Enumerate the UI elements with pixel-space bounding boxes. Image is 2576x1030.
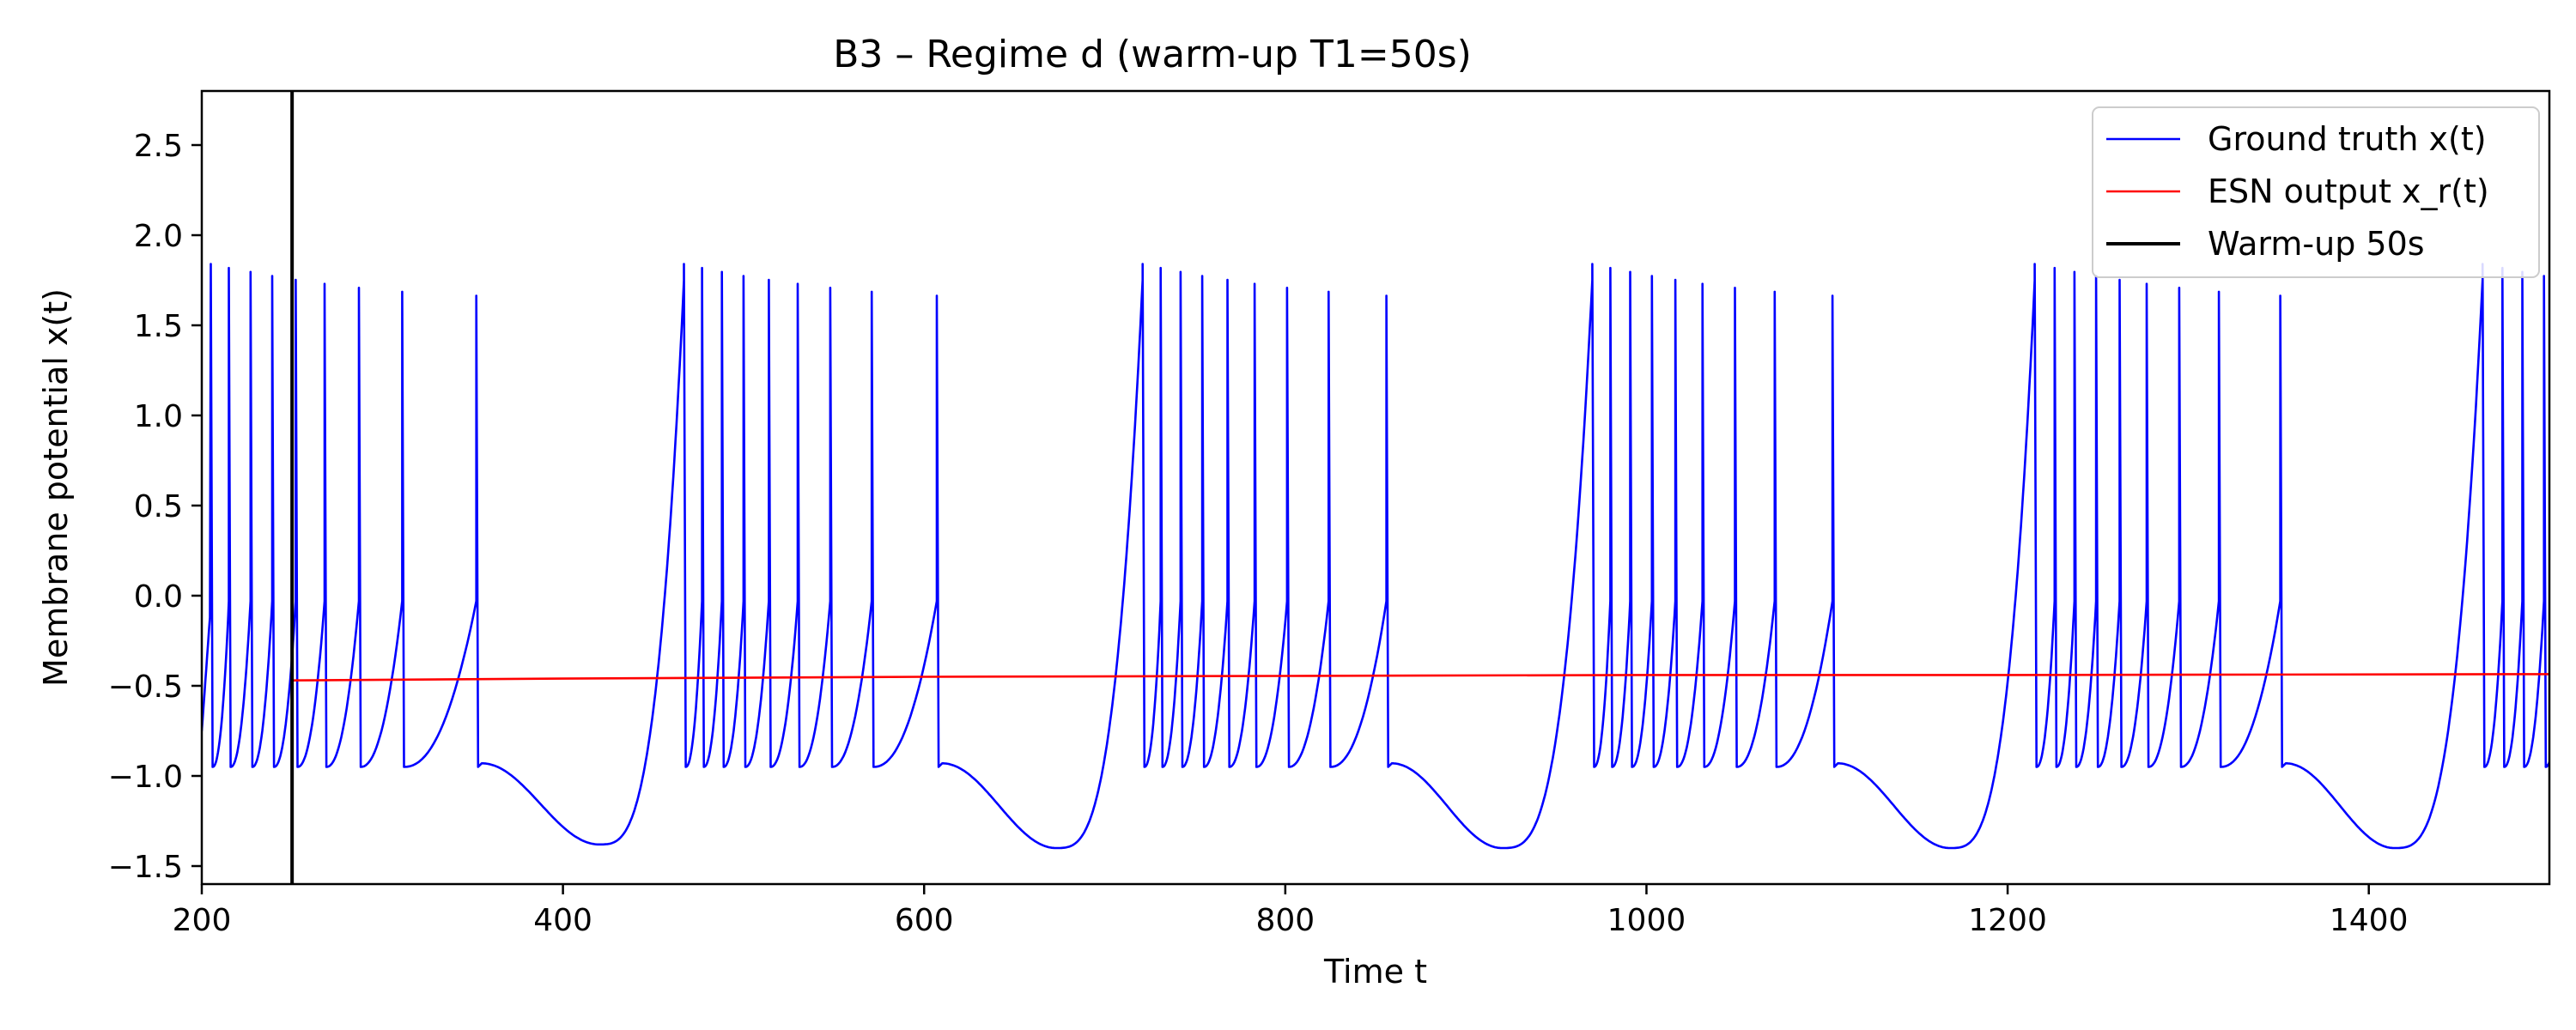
chart-title: B3 – Regime d (warm-up T1=50s): [833, 33, 1472, 76]
x-tick-label: 1000: [1607, 903, 1686, 938]
plot-frame: [200, 89, 2551, 886]
y-tick-label: −1.5: [108, 850, 183, 885]
x-tick-label: 1400: [2330, 903, 2409, 938]
x-tick-label: 200: [173, 903, 232, 938]
legend-label-esn-output: ESN output x_r(t): [2208, 173, 2489, 210]
x-tick-label: 800: [1255, 903, 1315, 938]
series-esn-output-line: [292, 673, 2549, 682]
x-axis-ticks: 200 400 600 800 1000 1200 1400: [173, 884, 2409, 938]
plot-area: [202, 91, 2549, 884]
legend-label-ground-truth: Ground truth x(t): [2208, 120, 2487, 158]
y-axis-ticks: −1.5 −1.0 −0.5 0.0 0.5 1.0 1.5 2.0 2.5: [108, 129, 202, 885]
y-tick-label: 2.5: [134, 129, 183, 164]
x-axis-label: Time t: [1323, 953, 1427, 991]
y-tick-label: 0.0: [134, 579, 183, 615]
y-tick-label: −1.0: [108, 760, 183, 795]
y-tick-label: 1.5: [134, 309, 183, 344]
y-tick-label: 0.5: [134, 489, 183, 524]
legend-label-warmup: Warm-up 50s: [2208, 225, 2425, 263]
y-tick-label: −0.5: [108, 670, 183, 705]
x-tick-label: 1200: [1968, 903, 2047, 938]
x-tick-label: 400: [533, 903, 592, 938]
series-ground-truth-line: [202, 263, 2549, 850]
x-tick-label: 600: [895, 903, 954, 938]
y-axis-label: Membrane potential x(t): [37, 288, 75, 687]
legend-box: [2092, 106, 2540, 278]
y-tick-label: 1.0: [134, 399, 183, 434]
legend: Ground truth x(t) ESN output x_r(t) Warm…: [2092, 106, 2540, 278]
y-tick-label: 2.0: [134, 219, 183, 254]
